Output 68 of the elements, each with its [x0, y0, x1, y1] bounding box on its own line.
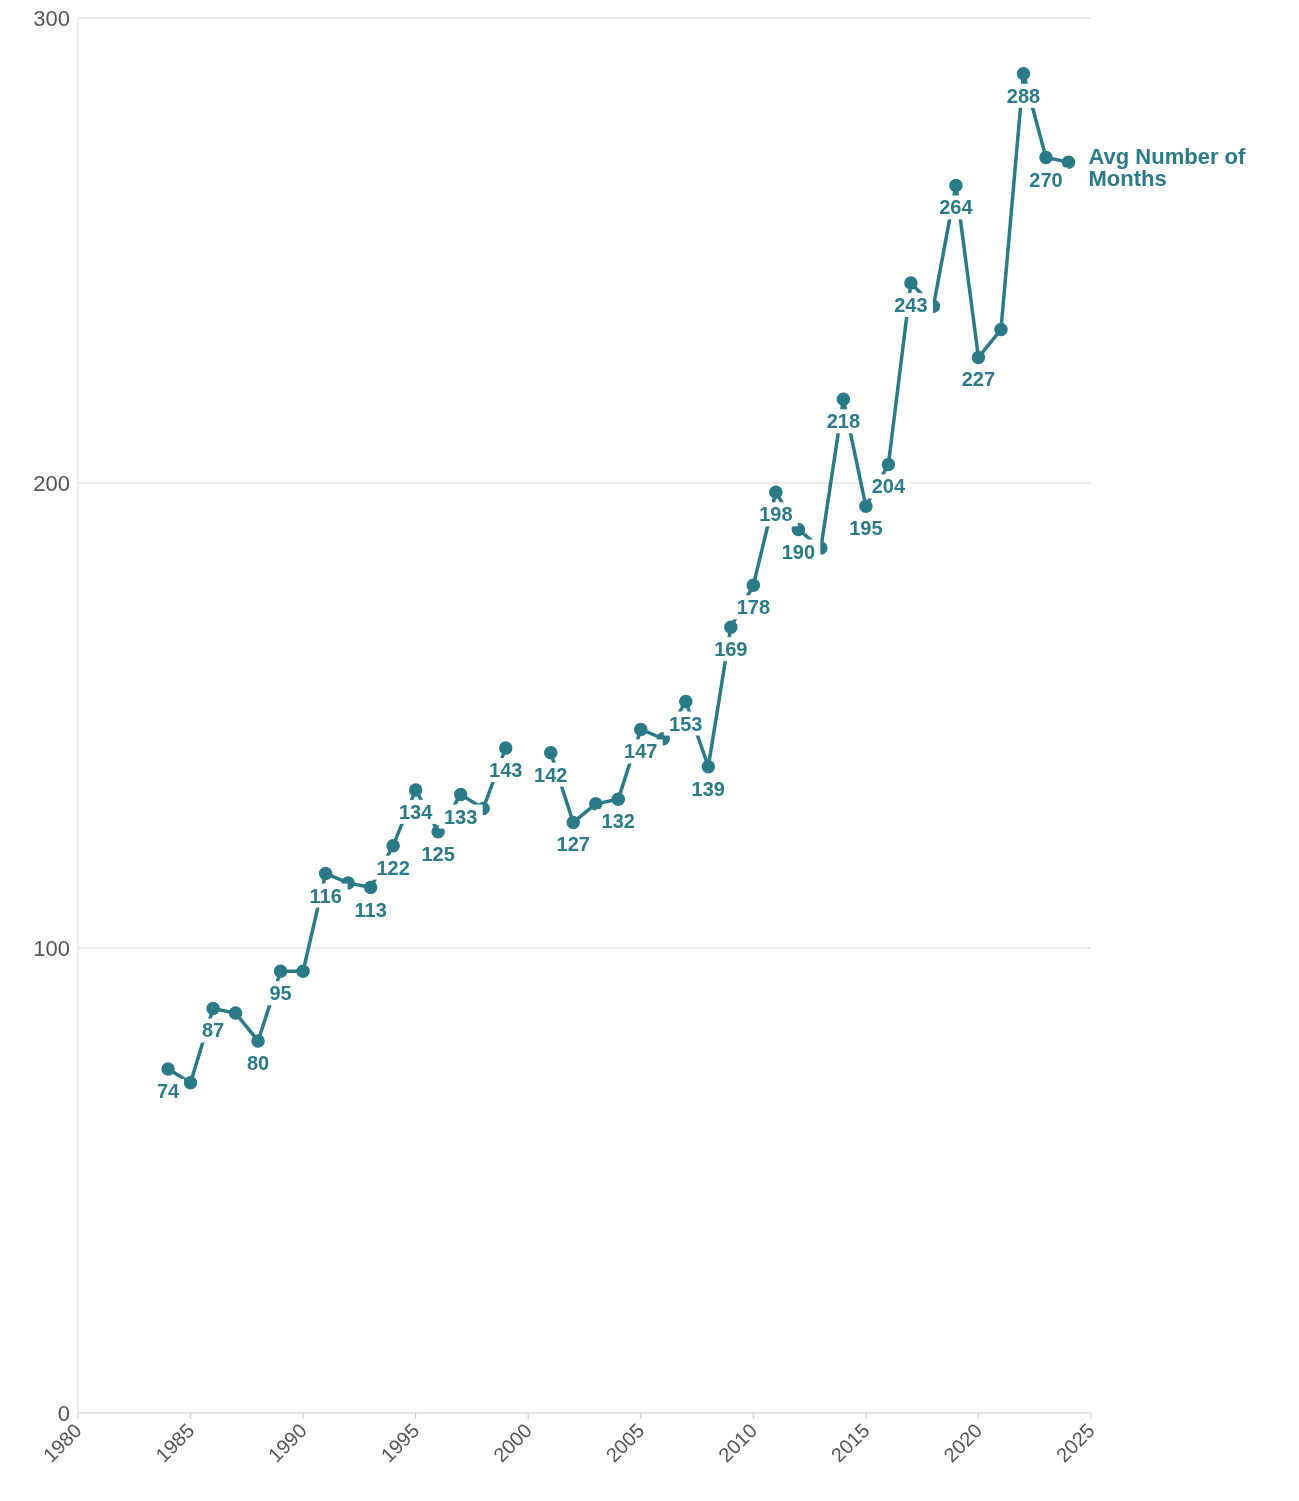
point: [296, 964, 310, 978]
point: [724, 620, 738, 634]
point: [611, 792, 626, 806]
y-tick-label: 200: [33, 470, 70, 496]
point: [408, 783, 423, 797]
point: [566, 815, 580, 830]
point: [1039, 150, 1053, 165]
point: [1061, 155, 1076, 169]
point: [251, 1034, 265, 1048]
data-label: 264: [939, 196, 974, 219]
point: [634, 722, 648, 737]
data-label: 132: [601, 810, 635, 833]
data-label: 227: [961, 368, 996, 391]
point: [836, 392, 851, 407]
data-label: 95: [269, 982, 292, 1005]
point: [318, 866, 333, 881]
data-label: 190: [781, 540, 816, 563]
point: [904, 276, 918, 290]
data-label: 139: [691, 777, 725, 800]
data-label: 122: [376, 856, 410, 879]
point: [206, 1001, 220, 1016]
y-tick-label: 0: [57, 1400, 70, 1426]
data-label: 147: [624, 740, 658, 763]
point: [971, 350, 986, 365]
data-label: 125: [421, 842, 455, 865]
data-label: 116: [309, 884, 342, 907]
data-label: 134: [398, 800, 434, 823]
data-label: 143: [489, 759, 523, 782]
point: [769, 485, 783, 500]
data-label: 153: [669, 712, 703, 735]
point: [273, 964, 288, 978]
point: [701, 759, 716, 774]
data-label: 288: [1006, 84, 1041, 107]
point: [228, 1006, 243, 1020]
point: [431, 825, 445, 839]
point: [994, 322, 1008, 337]
point: [679, 694, 693, 709]
point: [363, 880, 378, 895]
point: [791, 522, 806, 537]
point: [183, 1076, 198, 1090]
data-label: 142: [534, 763, 568, 786]
point: [453, 787, 468, 802]
data-label: 80: [246, 1052, 270, 1074]
point: [1016, 67, 1031, 81]
data-label: 218: [826, 410, 861, 433]
data-label: 195: [849, 517, 883, 540]
y-tick-label: 300: [33, 5, 70, 31]
data-label: 113: [354, 898, 387, 921]
data-label: 74: [156, 1079, 181, 1102]
point: [949, 178, 963, 193]
data-label: 243: [894, 294, 928, 317]
point: [746, 578, 761, 593]
data-label: 178: [736, 596, 771, 619]
y-tick-label: 100: [33, 935, 70, 961]
point: [589, 797, 603, 811]
point: [498, 741, 513, 755]
data-label: 204: [871, 475, 906, 498]
point: [161, 1062, 175, 1076]
data-label: 87: [201, 1019, 225, 1042]
data-label: 127: [556, 833, 590, 856]
point: [386, 838, 400, 853]
point: [881, 457, 896, 472]
data-label: 133: [444, 805, 478, 828]
data-label: 198: [759, 503, 793, 526]
series-label: Avg Number of Months: [1088, 145, 1247, 192]
data-label: 169: [714, 638, 748, 661]
data-label: 270: [1029, 168, 1063, 191]
point: [859, 499, 873, 513]
